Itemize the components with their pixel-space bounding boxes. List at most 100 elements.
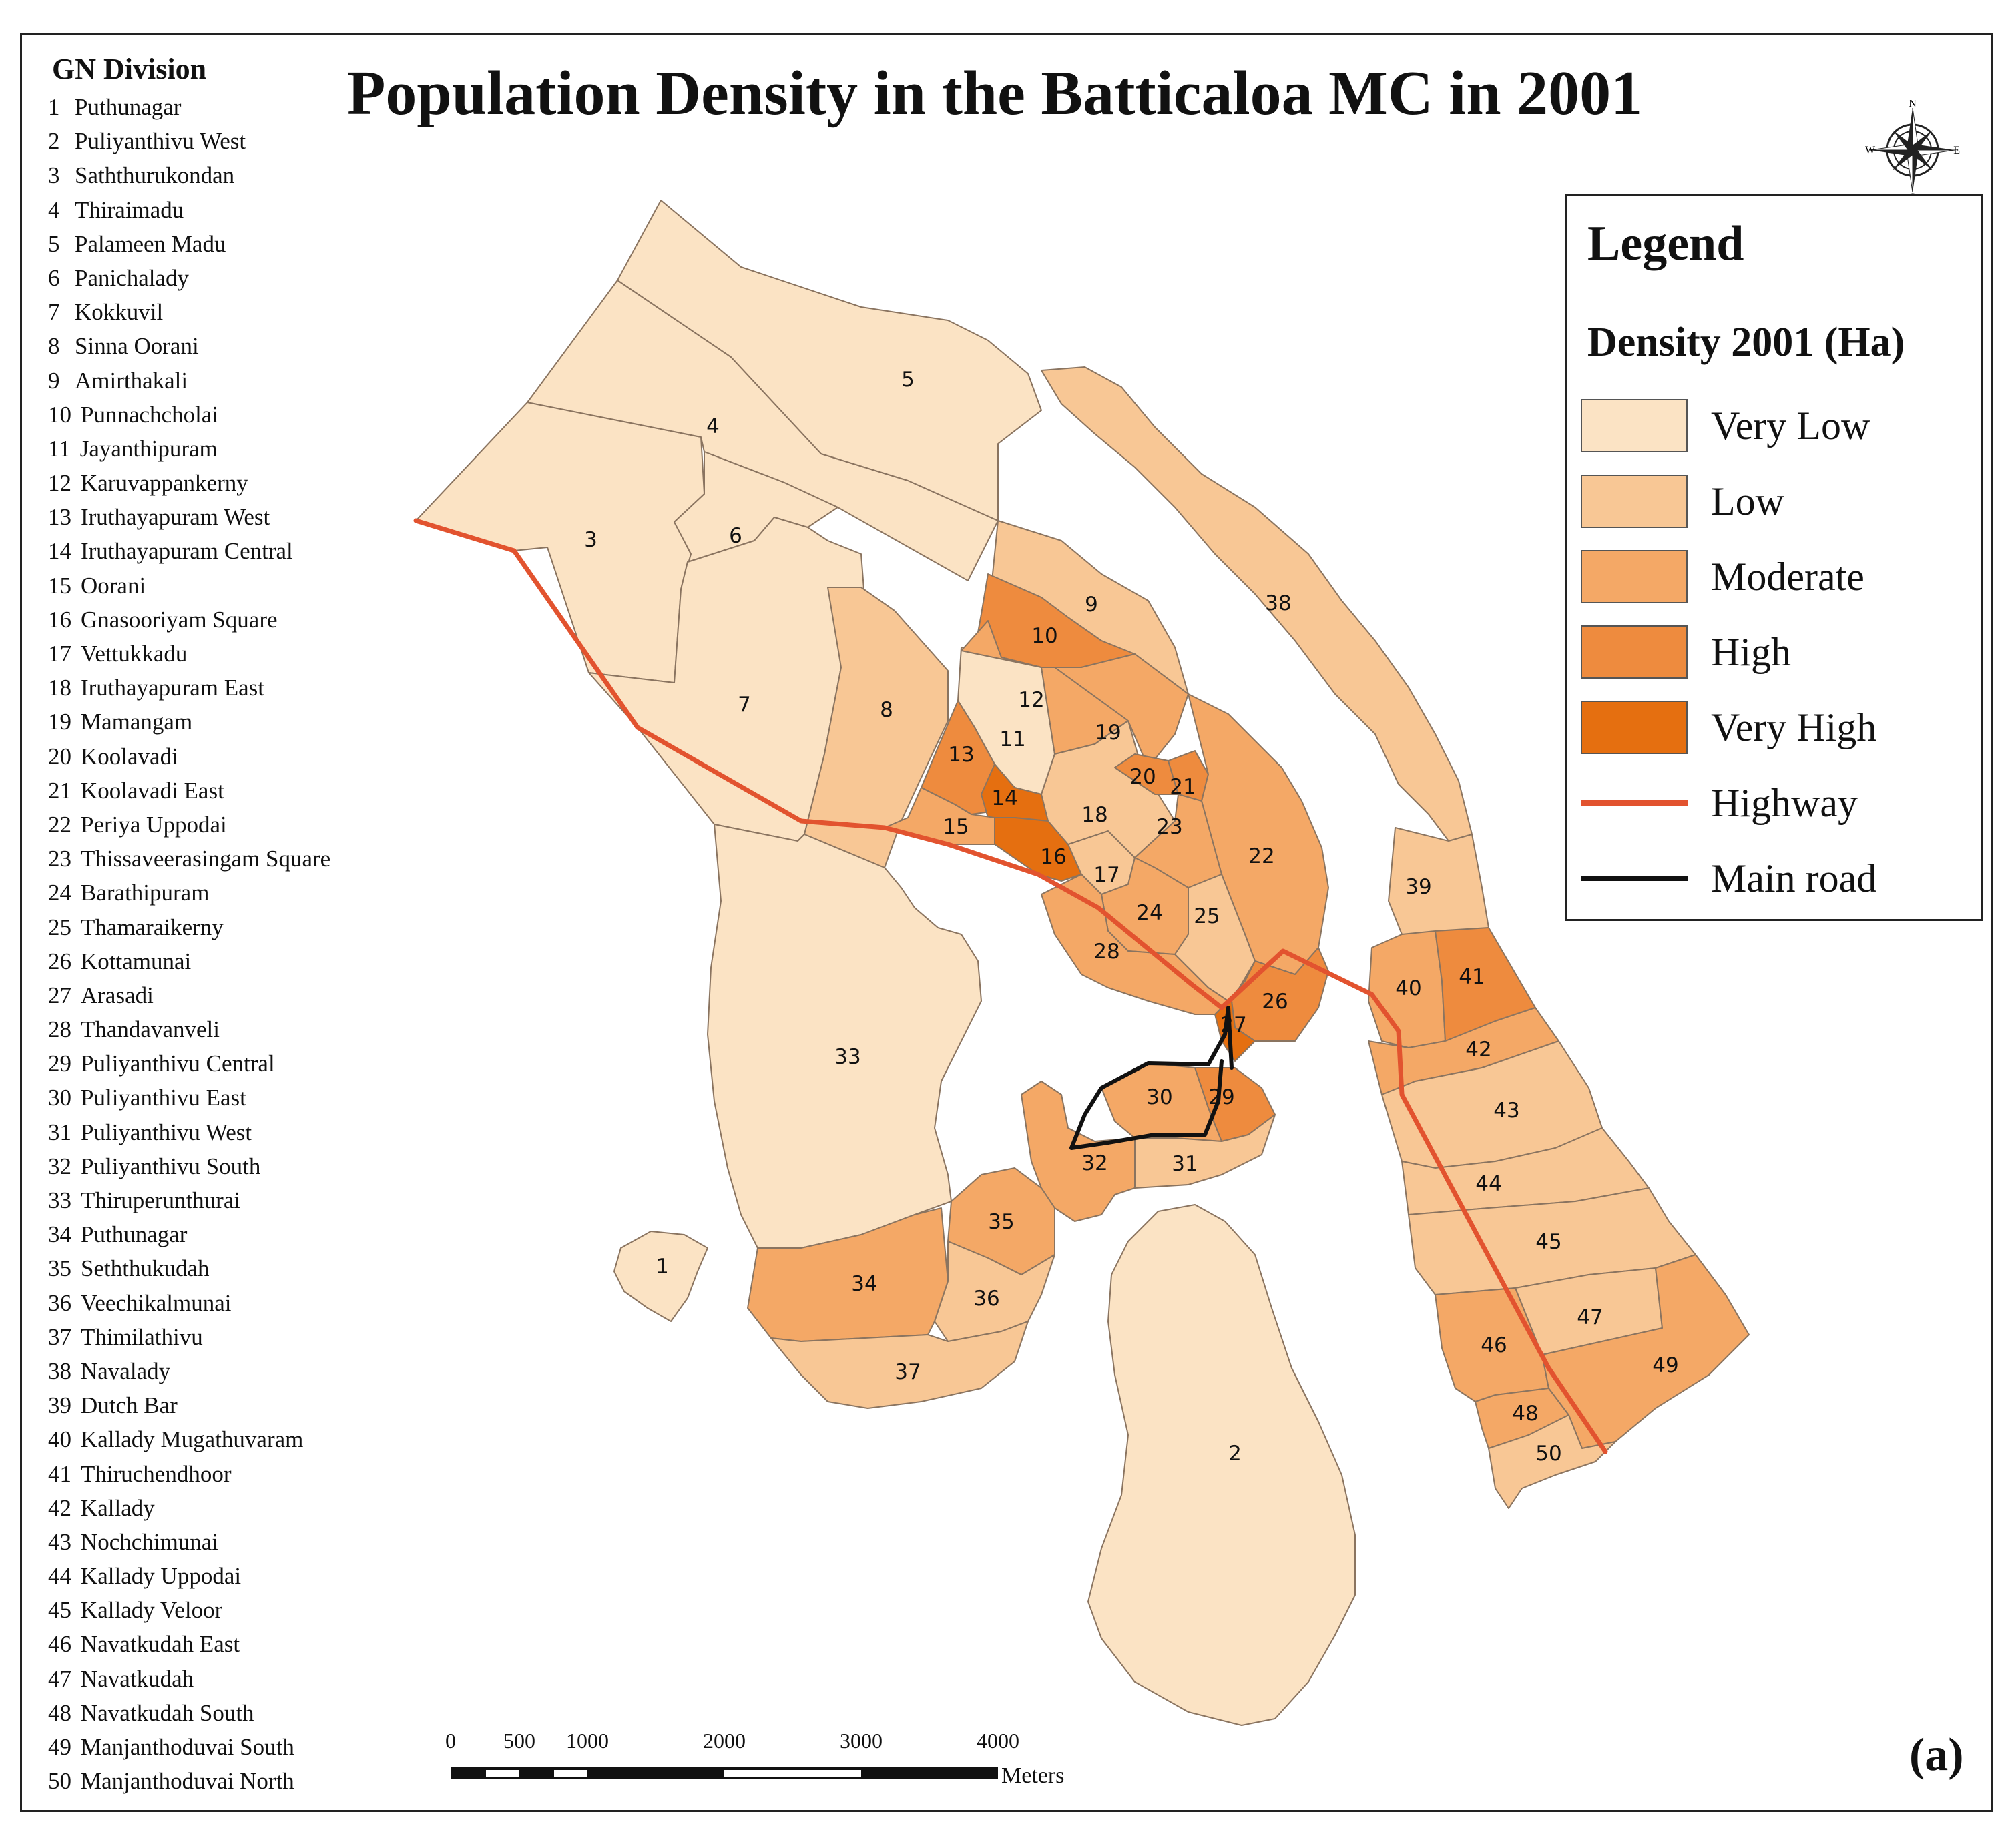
gn-division-5-label: 5 <box>901 368 915 392</box>
gn-division-name: Arasadi <box>81 982 154 1008</box>
gn-division-item: 34 Puthunagar <box>48 1217 422 1251</box>
gn-division-45-label: 45 <box>1535 1230 1561 1254</box>
gn-division-item: 46 Navatkudah East <box>48 1627 422 1661</box>
legend-item-high: High <box>1581 625 1981 679</box>
gn-division-number: 26 <box>48 948 71 974</box>
gn-division-item: 20 Koolavadi <box>48 739 422 774</box>
legend-label: Very Low <box>1711 404 1870 448</box>
gn-division-name: Puthunagar <box>81 1221 188 1248</box>
map-title: Population Density in the Batticaloa MC … <box>347 59 1643 128</box>
gn-division-number: 9 <box>48 367 60 394</box>
gn-division-number: 11 <box>48 435 71 462</box>
gn-division-name: Seththukudah <box>81 1255 210 1282</box>
gn-division-number: 6 <box>48 264 60 291</box>
gn-division-33-label: 33 <box>834 1045 860 1069</box>
gn-division-name: Barathipuram <box>81 880 210 906</box>
gn-division-8-region <box>804 587 949 868</box>
gn-division-name: Kokkuvil <box>75 299 164 326</box>
gn-division-item: 5 Palameen Madu <box>48 227 422 261</box>
gn-division-item: 2 Puliyanthivu West <box>48 124 422 158</box>
gn-division-number: 5 <box>48 230 60 257</box>
gn-division-number: 34 <box>48 1221 71 1248</box>
gn-division-name: Kallady Veloor <box>81 1597 223 1624</box>
gn-division-name: Iruthayapuram Central <box>81 538 293 565</box>
gn-division-name: Thamaraikerny <box>81 914 224 940</box>
gn-division-name: Vettukkadu <box>81 641 188 667</box>
legend-label: Main road <box>1711 856 1877 900</box>
scale-tick-label: 0 <box>445 1729 456 1753</box>
gn-division-number: 38 <box>48 1357 71 1384</box>
gn-division-item: 43 Nochchimunai <box>48 1525 422 1559</box>
gn-division-number: 45 <box>48 1597 71 1624</box>
legend-label: High <box>1711 630 1791 674</box>
gn-division-1-region <box>613 1231 708 1322</box>
gn-division-name: Panichalady <box>75 264 190 291</box>
legend-item-very-high: Very High <box>1581 701 1981 754</box>
scale-bar: 0 500 1000 2000 3000 4000 Meters <box>441 1729 1108 1795</box>
gn-division-name: Kallady <box>81 1494 155 1521</box>
gn-division-number: 50 <box>48 1768 71 1795</box>
gn-division-13-label: 13 <box>948 743 974 767</box>
gn-division-name: Iruthayapuram East <box>81 675 265 701</box>
gn-division-19-label: 19 <box>1095 721 1121 745</box>
gn-division-1-label: 1 <box>656 1255 669 1279</box>
gn-division-number: 17 <box>48 641 71 667</box>
gn-division-name: Jayanthipuram <box>79 435 218 462</box>
gn-division-17-label: 17 <box>1093 863 1119 887</box>
gn-division-item: 26 Kottamunai <box>48 944 422 978</box>
gn-division-item: 9 Amirthakali <box>48 364 422 398</box>
gn-division-number: 13 <box>48 504 71 531</box>
gn-division-number: 1 <box>48 94 60 120</box>
gn-division-name: Puliyanthivu South <box>81 1153 261 1179</box>
gn-division-number: 18 <box>48 675 71 701</box>
gn-division-item: 44 Kallady Uppodai <box>48 1559 422 1593</box>
scale-tick-label: 3000 <box>840 1729 883 1753</box>
gn-division-24-label: 24 <box>1136 901 1162 925</box>
gn-division-name: Manjanthoduvai North <box>81 1768 294 1795</box>
gn-division-item: 3 Saththurukondan <box>48 158 422 192</box>
gn-division-31-region <box>1134 1114 1276 1189</box>
gn-division-20-label: 20 <box>1129 765 1156 789</box>
gn-division-number: 24 <box>48 880 71 906</box>
gn-division-9-label: 9 <box>1085 593 1098 617</box>
scale-tick-label: 500 <box>503 1729 535 1753</box>
gn-division-item: 13 Iruthayapuram West <box>48 500 422 534</box>
gn-division-number: 41 <box>48 1460 71 1487</box>
gn-division-40-label: 40 <box>1395 976 1421 1000</box>
gn-division-name: Puliyanthivu East <box>81 1085 246 1111</box>
gn-division-name: Oorani <box>81 572 146 599</box>
gn-division-number: 12 <box>48 470 71 497</box>
gn-division-name: Periya Uppodai <box>81 811 227 838</box>
gn-division-name: Puliyanthivu West <box>81 1119 252 1145</box>
gn-division-item: 21 Koolavadi East <box>48 774 422 808</box>
gn-division-list: 1 Puthunagar 2 Puliyanthivu West 3 Saththuruk… <box>48 90 422 1798</box>
gn-division-4-label: 4 <box>706 414 720 438</box>
gn-division-11-label: 11 <box>999 727 1025 751</box>
gn-division-number: 2 <box>48 128 60 155</box>
gn-division-number: 44 <box>48 1563 71 1590</box>
gn-division-name: Navatkudah <box>81 1665 194 1692</box>
gn-division-name: Thiruperunthurai <box>81 1187 241 1213</box>
gn-division-name: Palameen Madu <box>75 230 226 257</box>
gn-division-18-label: 18 <box>1081 803 1107 827</box>
gn-division-35-label: 35 <box>988 1210 1014 1234</box>
gn-division-item: 30 Puliyanthivu East <box>48 1081 422 1115</box>
gn-division-item: 42 Kallady <box>48 1491 422 1525</box>
gn-division-item: 11 Jayanthipuram <box>48 432 422 466</box>
gn-division-number: 46 <box>48 1631 71 1658</box>
gn-division-number: 33 <box>48 1187 71 1213</box>
gn-division-number: 14 <box>48 538 71 565</box>
gn-division-21-label: 21 <box>1170 775 1196 799</box>
gn-division-3-label: 3 <box>584 528 597 552</box>
gn-division-number: 15 <box>48 572 71 599</box>
gn-division-25-label: 25 <box>1194 904 1220 928</box>
gn-division-name: Dutch Bar <box>81 1392 178 1419</box>
legend-line-swatch <box>1581 876 1688 881</box>
gn-division-46-label: 46 <box>1481 1333 1507 1357</box>
gn-division-item: 49 Manjanthoduvai South <box>48 1730 422 1764</box>
gn-division-name: Koolavadi East <box>81 777 224 804</box>
gn-division-36-label: 36 <box>973 1287 999 1311</box>
scale-tick-label: 1000 <box>566 1729 609 1753</box>
gn-division-number: 22 <box>48 811 71 838</box>
gn-division-panel: GN Division 1 Puthunagar 2 Puliyanthivu Wes… <box>48 52 422 1798</box>
